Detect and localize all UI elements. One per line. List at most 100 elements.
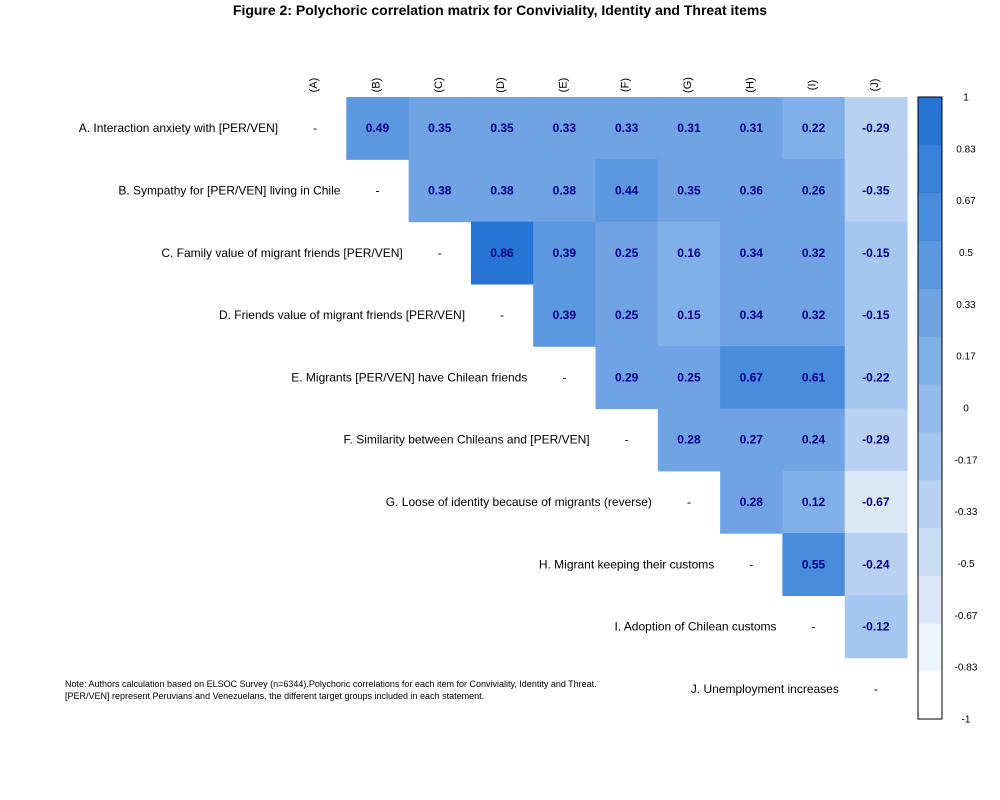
cell-value-1-2: 0.38: [428, 183, 452, 197]
cell-2-8: [782, 221, 846, 285]
diagonal-mark-8: -: [812, 620, 816, 634]
diagonal-mark-2: -: [438, 246, 442, 260]
legend-tick-9: -0.5: [957, 559, 975, 570]
legend-swatch-5: [918, 431, 942, 481]
legend-tick-2: 0.67: [956, 196, 976, 207]
cell-3-5: [595, 283, 659, 347]
diagonal-mark-3: -: [500, 308, 504, 322]
cell-value-5-8: 0.24: [802, 433, 826, 447]
heatmap-cells: [346, 97, 908, 659]
cell-4-9: [844, 346, 908, 410]
legend-tick-10: -0.67: [955, 611, 978, 622]
diagonal-mark-6: -: [687, 495, 691, 509]
legend-frame: [917, 96, 943, 720]
legend-tick-4: 0.33: [956, 300, 976, 311]
cell-value-1-7: 0.36: [740, 183, 764, 197]
row-label-1: B. Sympathy for [PER/VEN] living in Chil…: [118, 183, 340, 197]
cell-3-4: [533, 283, 597, 347]
cell-3-8: [782, 283, 846, 347]
cell-value-2-4: 0.39: [553, 246, 577, 260]
legend-tick-11: -0.83: [955, 663, 978, 674]
cell-value-5-7: 0.27: [740, 433, 764, 447]
cell-value-0-6: 0.31: [677, 121, 701, 135]
cell-7-8: [782, 533, 846, 596]
cell-5-9: [844, 408, 908, 472]
row-label-7: H. Migrant keeping their customs: [539, 557, 714, 571]
legend-swatch-6: [918, 384, 942, 433]
col-label-5: (F): [620, 78, 632, 92]
col-label-8: (I): [807, 80, 819, 90]
cell-value-0-1: 0.49: [366, 121, 390, 135]
cell-1-4: [533, 159, 597, 223]
col-label-1: (B): [370, 78, 382, 93]
heatmap-labels: (A) (B) (C) (D) (E) (F) (G) (H) (I) (J) 0.49 0.35 0.…: [79, 77, 890, 696]
cell-6-8: [782, 470, 846, 534]
col-label-2: (C): [433, 77, 445, 92]
cell-4-6: [657, 346, 721, 410]
cell-value-2-8: 0.32: [802, 246, 826, 260]
legend-swatch-10: [918, 192, 942, 242]
cell-2-3: [470, 221, 534, 285]
row-label-8: I. Adoption of Chilean customs: [614, 620, 776, 634]
cell-1-5: [595, 159, 659, 223]
cell-value-3-8: 0.32: [802, 308, 826, 322]
cell-0-2: [408, 97, 472, 160]
diagonal-mark-1: -: [375, 183, 379, 197]
cell-0-3: [470, 97, 534, 160]
cell-1-9: [844, 159, 908, 223]
cell-0-9: [844, 97, 908, 160]
cell-4-8: [782, 346, 846, 410]
cell-value-0-7: 0.31: [740, 121, 764, 135]
diagonal-mark-0: -: [313, 121, 317, 135]
cell-value-4-9: -0.22: [862, 370, 890, 384]
cell-value-1-3: 0.38: [490, 183, 514, 197]
cell-value-1-8: 0.26: [802, 183, 826, 197]
legend-tick-3: 0.5: [959, 248, 973, 259]
legend-swatch-7: [918, 336, 942, 385]
cell-value-6-7: 0.28: [740, 495, 764, 509]
cell-value-0-4: 0.33: [553, 121, 577, 135]
row-label-6: G. Loose of identity because of migrants…: [386, 495, 652, 509]
row-label-9: J. Unemployment increases: [691, 682, 839, 696]
cell-0-5: [595, 97, 659, 160]
cell-value-2-6: 0.16: [677, 246, 701, 260]
cell-value-3-9: -0.15: [862, 308, 890, 322]
row-label-5: F. Similarity between Chileans and [PER/…: [344, 433, 590, 447]
diagonal-mark-5: -: [625, 433, 629, 447]
cell-value-7-9: -0.24: [862, 557, 890, 571]
cell-1-6: [657, 159, 721, 223]
cell-value-5-9: -0.29: [862, 433, 890, 447]
cell-3-6: [657, 283, 721, 347]
legend-swatch-3: [918, 527, 942, 576]
cell-value-3-6: 0.15: [677, 308, 701, 322]
cell-5-7: [720, 408, 783, 472]
col-label-9: (J): [869, 79, 881, 92]
legend-swatch-1: [918, 623, 942, 672]
cell-2-7: [720, 221, 783, 285]
cell-3-9: [844, 283, 908, 347]
cell-5-6: [657, 408, 721, 472]
cell-0-4: [533, 97, 597, 160]
cell-value-0-8: 0.22: [802, 121, 826, 135]
note-line-1: Note: Authors calculation based on ELSOC…: [65, 679, 597, 689]
cell-0-1: [346, 97, 410, 160]
cell-0-8: [782, 97, 846, 160]
col-label-3: (D): [495, 77, 507, 92]
cell-value-6-9: -0.67: [862, 495, 890, 509]
cell-value-1-5: 0.44: [615, 183, 639, 197]
cell-6-9: [844, 470, 908, 534]
cell-value-4-8: 0.61: [802, 370, 826, 384]
cell-value-2-9: -0.15: [862, 246, 890, 260]
cell-value-0-3: 0.35: [490, 121, 514, 135]
cell-value-0-5: 0.33: [615, 121, 639, 135]
cell-value-4-5: 0.29: [615, 370, 639, 384]
diagonal-mark-4: -: [562, 370, 566, 384]
cell-2-4: [533, 221, 597, 285]
cell-0-7: [720, 97, 783, 160]
cell-2-9: [844, 221, 908, 285]
cell-value-4-6: 0.25: [677, 370, 701, 384]
legend-swatch-4: [918, 479, 942, 529]
legend-tick-7: -0.17: [955, 455, 978, 466]
row-label-2: C. Family value of migrant friends [PER/…: [161, 246, 402, 260]
legend-swatch-8: [918, 288, 942, 337]
